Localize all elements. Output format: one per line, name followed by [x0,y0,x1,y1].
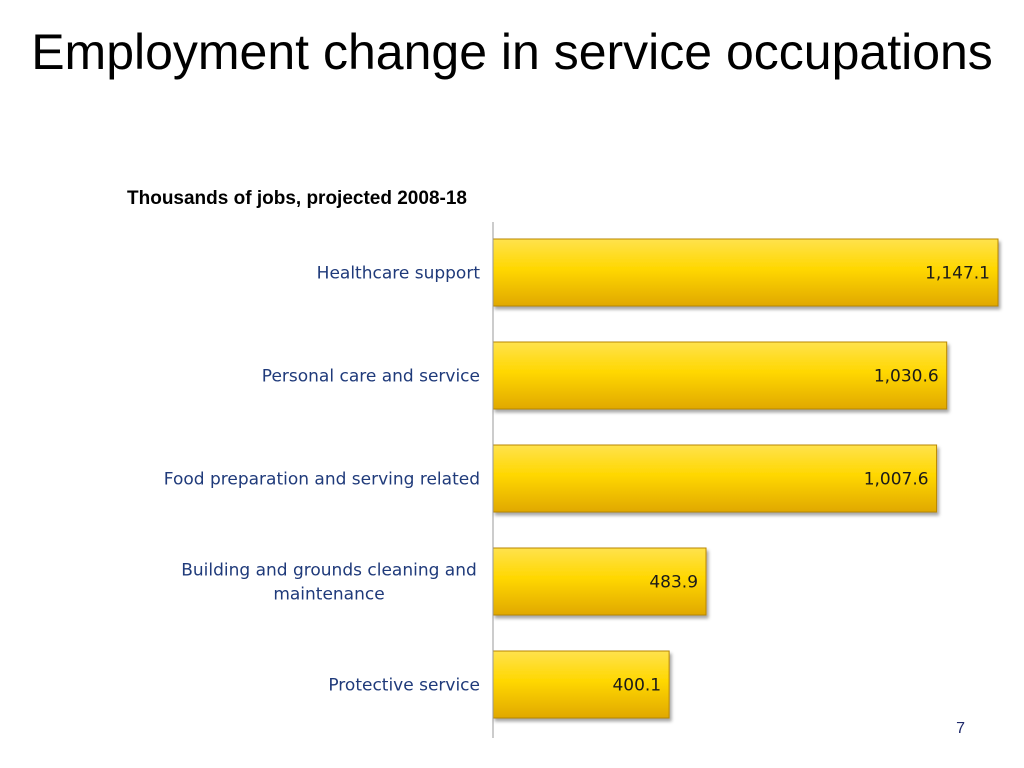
category-label: Healthcare support [317,264,481,284]
data-label: 400.1 [612,676,661,696]
bar [492,444,938,513]
bar [492,238,999,307]
bar [492,650,670,719]
data-label: 1,147.1 [925,264,990,284]
category-label: Personal care and service [262,367,480,387]
page-number: 7 [956,720,965,737]
slide-title-text: Employment change in service occupations [31,24,993,80]
category-label-line: Building and grounds cleaning and [181,561,477,581]
bar [492,341,948,410]
chart-subtitle: Thousands of jobs, projected 2008-18 [127,188,467,209]
bar [492,547,707,616]
data-label: 483.9 [649,573,698,593]
bars-layer: 1,147.1 Healthcare support 1,030.6 Personal… [164,238,999,719]
slide-title: Employment change in service occupations [0,22,1024,82]
category-label: Protective service [328,676,480,696]
data-label: 1,007.6 [864,470,929,490]
data-label: 1,030.6 [874,367,939,387]
category-label: Building and grounds cleaning and mainten… [181,561,477,605]
category-label-line: maintenance [273,585,384,605]
category-label: Food preparation and serving related [164,470,480,490]
